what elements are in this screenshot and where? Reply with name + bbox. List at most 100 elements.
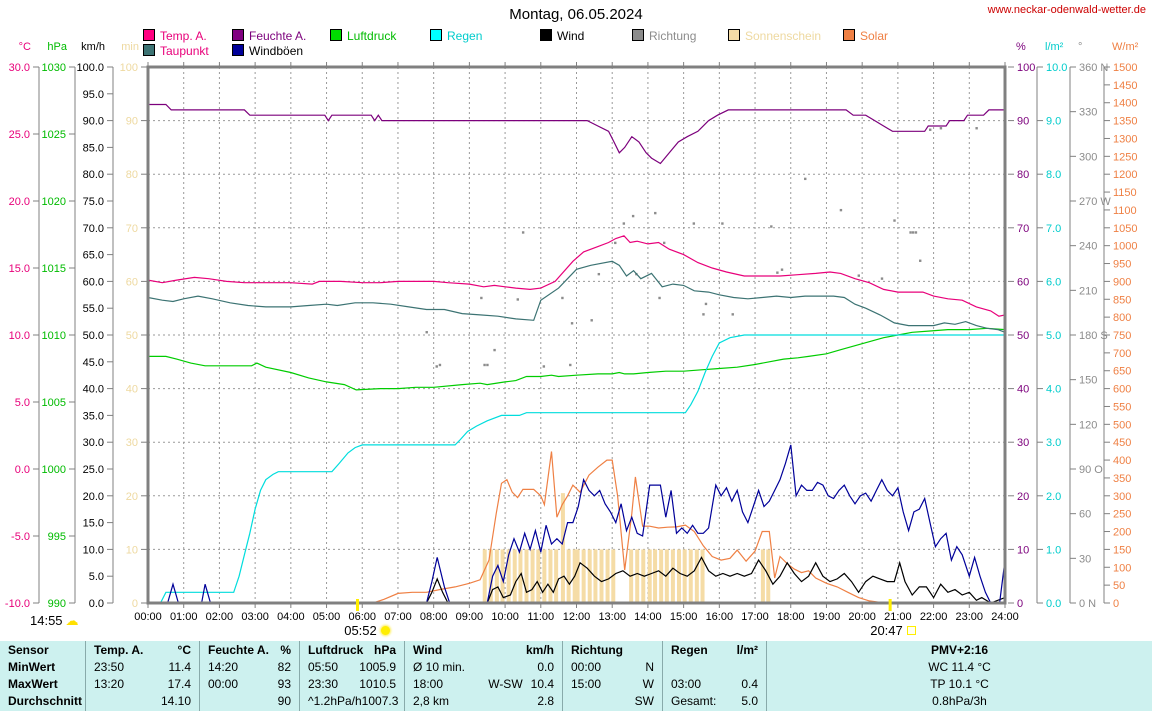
x-axis-label: 09:00 (456, 611, 484, 623)
summary-cell: 1007.3 (361, 694, 399, 708)
axis-tick-label: 65.0 (83, 250, 104, 262)
summary-row: MaxWert (8, 676, 77, 693)
summary-cell: Regen (671, 643, 708, 657)
legend-label: Wind (557, 29, 585, 43)
axis-tick-label: 150 (1113, 544, 1131, 556)
axis-tick-label: 15.0 (83, 518, 104, 530)
summary-row: Gesamt: 5.0 (671, 693, 758, 710)
sunshine-bar (506, 549, 511, 603)
axis-tick-label: 85.0 (83, 142, 104, 154)
sunshine-bar (536, 549, 541, 603)
axis-tick-label: 3.0 (1046, 437, 1061, 449)
axis-tick-label: 1015 (42, 263, 66, 275)
wind-direction-dot (721, 222, 724, 225)
axis-tick-label: 1200 (1113, 169, 1137, 181)
summary-cell: 03:00 (671, 677, 702, 691)
wind-direction-dot (658, 296, 661, 300)
legend-swatch (540, 29, 552, 41)
axis-tick-label: 10 (1017, 544, 1029, 556)
x-axis-label: 04:00 (277, 611, 305, 623)
series-wind (148, 556, 1006, 604)
legend-item-taupunkt: Taupunkt (143, 44, 209, 58)
series-luftdruck (148, 327, 1006, 391)
sunshine-bar (500, 549, 505, 603)
wind-direction-dot (893, 219, 896, 222)
axis-tick-label: 500 (1113, 419, 1131, 431)
summary-cell: 5.0 (741, 694, 758, 708)
wind-direction-dot (880, 277, 884, 280)
summary-cell: km/h (525, 643, 554, 657)
x-axis-label: 03:00 (241, 611, 269, 623)
axis-tick-label: 300 (1079, 151, 1097, 163)
axis-tick-label: 0 (1017, 598, 1023, 610)
summary-row: MinWert (8, 659, 77, 676)
axis-tick-label: 10 (126, 544, 138, 556)
summary-row: Durchschnitt (8, 693, 82, 710)
axis-tick-label: 1020 (42, 196, 66, 208)
summary-column-regen: Regen l/m² 03:00 0.4 Gesamt: 5.0 (663, 641, 767, 711)
axis-tick-label: 30 (1079, 553, 1091, 565)
sunshine-bar (575, 549, 580, 603)
x-axis-label: 24:00 (991, 611, 1019, 623)
axis-tick-label: 60 (1017, 276, 1029, 288)
axis-tick-label: 20 (126, 491, 138, 503)
axis-tick-label: 1500 (1113, 62, 1137, 74)
axis-tick-label: 100 (1113, 562, 1131, 574)
summary-cell: Ø 10 min. (413, 660, 466, 674)
wind-direction-dot (939, 127, 943, 130)
axis-tick-label: 330 (1079, 107, 1097, 119)
summary-cell (208, 693, 278, 710)
summary-row: 00:00 93 (208, 676, 291, 693)
axis-tick-label: 10.0 (83, 544, 104, 556)
site-url-link[interactable]: www.neckar-odenwald-wetter.de (987, 4, 1146, 16)
summary-column-feuchte-a: Feuchte A.% 14:20 82 00:00 93 90 (200, 641, 300, 711)
summary-cell: Durchschnitt (8, 694, 83, 708)
summary-cell: Luftdruck (308, 643, 364, 657)
summary-column-sensor: Sensor MinWert MaxWert Durchschnitt (0, 641, 86, 711)
wind-direction-dot (493, 348, 496, 352)
wind-direction-dot (914, 231, 918, 234)
series-taupunkt (147, 260, 1006, 333)
x-axis-label: 15:00 (670, 611, 698, 623)
wind-direction-dot (776, 271, 779, 274)
axis-tick-label: 40 (126, 384, 138, 396)
series-feuchte-a- (148, 103, 1005, 165)
legend-item-solar: Solar (843, 29, 888, 43)
sunshine-bar (653, 549, 658, 603)
x-axis-label: 02:00 (206, 611, 234, 623)
wind-direction-dot (654, 211, 657, 215)
summary-cell: 1005.9 (359, 660, 396, 674)
sunshine-bar (587, 549, 592, 603)
sunshine-bar (599, 549, 604, 603)
x-axis-label: 17:00 (741, 611, 769, 623)
legend-label: Regen (447, 29, 483, 43)
summary-row: Feuchte A.% (208, 642, 291, 659)
sunshine-bar (494, 549, 499, 603)
axis-tick-label: 1010 (42, 330, 66, 342)
wind-direction-dot (590, 319, 593, 322)
summary-row: SW (571, 693, 654, 710)
axis-tick-label: 90 O (1079, 464, 1103, 476)
wind-direction-dot (704, 302, 708, 306)
summary-cell: 15:00 (571, 677, 602, 691)
summary-cell: 13:20 (94, 677, 125, 691)
axis-unit-label: hPa (47, 41, 67, 53)
axis-tick-label: 5.0 (15, 397, 30, 409)
summary-table: Sensor MinWert MaxWert Durchschnitt Temp. A.… (0, 641, 1152, 711)
wind-direction-dot (702, 313, 705, 316)
summary-column-richtung: Richtung 00:00 N 15:00 W SW (563, 641, 663, 711)
axis-tick-label: 0.0 (15, 464, 30, 476)
axis-tick-label: 50 (126, 330, 138, 342)
axis-tick-label: -5.0 (11, 531, 30, 543)
sunshine-bar (488, 549, 493, 603)
axis-tick-label: 0.0 (1046, 598, 1061, 610)
wind-direction-dot (483, 363, 486, 367)
axis-tick-label: 200 (1113, 527, 1131, 539)
axis-tick-label: 350 (1113, 473, 1131, 485)
summary-cell: 0.8hPa/3h (932, 694, 987, 708)
axis-unit-label: min (121, 41, 139, 53)
summary-cell: hPa (373, 643, 396, 657)
axis-tick-label: 8.0 (1046, 169, 1061, 181)
summary-cell: W (642, 677, 654, 691)
legend-label: Windböen (249, 44, 304, 58)
